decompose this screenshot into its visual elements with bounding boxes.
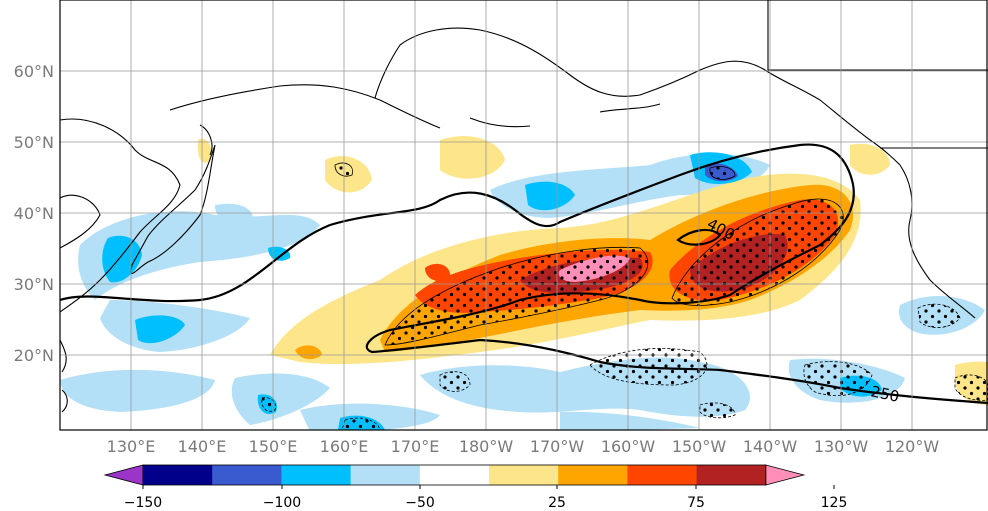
map-frame: [59, 0, 988, 431]
colorbar-tick-label: 25: [548, 495, 566, 511]
colorbar-segment: [350, 465, 421, 485]
colorbar-segment: [419, 465, 490, 485]
lat-label: 30°N: [14, 275, 54, 294]
colorbar-tick-label: −150: [124, 495, 162, 511]
significance-stippling: [261, 162, 988, 430]
climatology-contours: [60, 143, 988, 405]
lon-label: 130°W: [814, 437, 869, 456]
lon-label: 180°W: [459, 437, 514, 456]
colorbar-extend-max: [765, 464, 806, 486]
lon-label: 140°W: [743, 437, 798, 456]
colorbar-tick-label: −50: [405, 495, 435, 511]
colorbar-segment: [489, 465, 559, 485]
colorbar-segment: [558, 465, 628, 485]
coastlines: [60, 0, 988, 413]
colorbar-extend-min: [103, 464, 144, 486]
lat-label: 50°N: [14, 133, 54, 152]
colorbar-segment: [143, 465, 213, 485]
lon-label: 120°W: [885, 437, 940, 456]
lon-label: 160°W: [601, 437, 656, 456]
colorbar-tick-labels: −150 −100 −50 25 75 125: [124, 495, 848, 511]
lat-label: 40°N: [14, 204, 54, 223]
lon-label: 150°W: [672, 437, 727, 456]
lon-label: 140°E: [178, 437, 227, 456]
longitude-labels: 130°E 140°E 150°E 160°E 170°E 180°W 170°…: [107, 437, 940, 456]
colorbar-segment: [696, 465, 767, 485]
contour-label-250: 250: [869, 382, 901, 406]
colorbar-tick-label: 125: [821, 495, 848, 511]
lon-label: 170°W: [530, 437, 585, 456]
lat-label: 20°N: [14, 346, 54, 365]
lon-label: 160°E: [320, 437, 369, 456]
lon-label: 170°E: [391, 437, 440, 456]
lon-label: 130°E: [107, 437, 156, 456]
colorbar-segment: [281, 465, 352, 485]
colorbar-segment: [212, 465, 282, 485]
colorbar-segment: [627, 465, 698, 485]
colorbar-tick-label: 75: [687, 495, 705, 511]
colorbar-frame: [142, 464, 767, 486]
graticule: [60, 0, 988, 430]
latitude-labels: 60°N 50°N 40°N 30°N 20°N: [14, 62, 54, 365]
lon-label: 150°E: [249, 437, 298, 456]
lat-label: 60°N: [14, 62, 54, 81]
colorbar-tick-label: −100: [263, 495, 301, 511]
colorbar: [103, 464, 835, 489]
